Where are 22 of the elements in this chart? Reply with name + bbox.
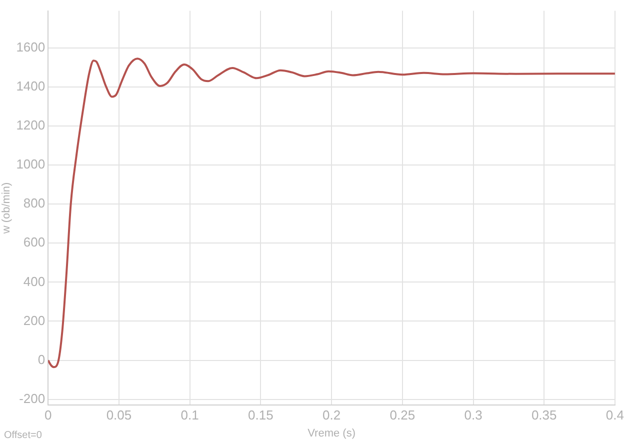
- x-tick-label: 0.15: [248, 408, 274, 423]
- x-tick-label: 0.1: [180, 408, 199, 423]
- y-tick-label: 400: [23, 274, 46, 289]
- x-tick-label: 0.05: [106, 408, 132, 423]
- x-tick-label: 0.35: [531, 408, 557, 423]
- y-tick-label: 1000: [16, 156, 46, 172]
- y-tick-label: 1200: [16, 118, 46, 133]
- y-tick-label: 600: [23, 234, 46, 250]
- y-axis-title: w (ob/min): [0, 182, 13, 235]
- y-tick-label: 200: [23, 312, 46, 328]
- x-tick-label: 0.4: [606, 408, 624, 423]
- x-tick-label: 0.25: [390, 408, 416, 423]
- x-tick-label: 0.3: [464, 408, 482, 423]
- y-tick-label: 800: [23, 196, 46, 211]
- y-tick-label: -200: [19, 390, 46, 406]
- y-tick-label: 0: [38, 352, 46, 367]
- x-tick-label: 0.2: [322, 408, 341, 423]
- line-series: [48, 58, 615, 368]
- x-axis-title: Vreme (s): [308, 427, 356, 440]
- text: Offset=0: [4, 430, 42, 441]
- y-tick-label: 1600: [16, 39, 46, 54]
- y-tick-label: 1400: [16, 78, 46, 94]
